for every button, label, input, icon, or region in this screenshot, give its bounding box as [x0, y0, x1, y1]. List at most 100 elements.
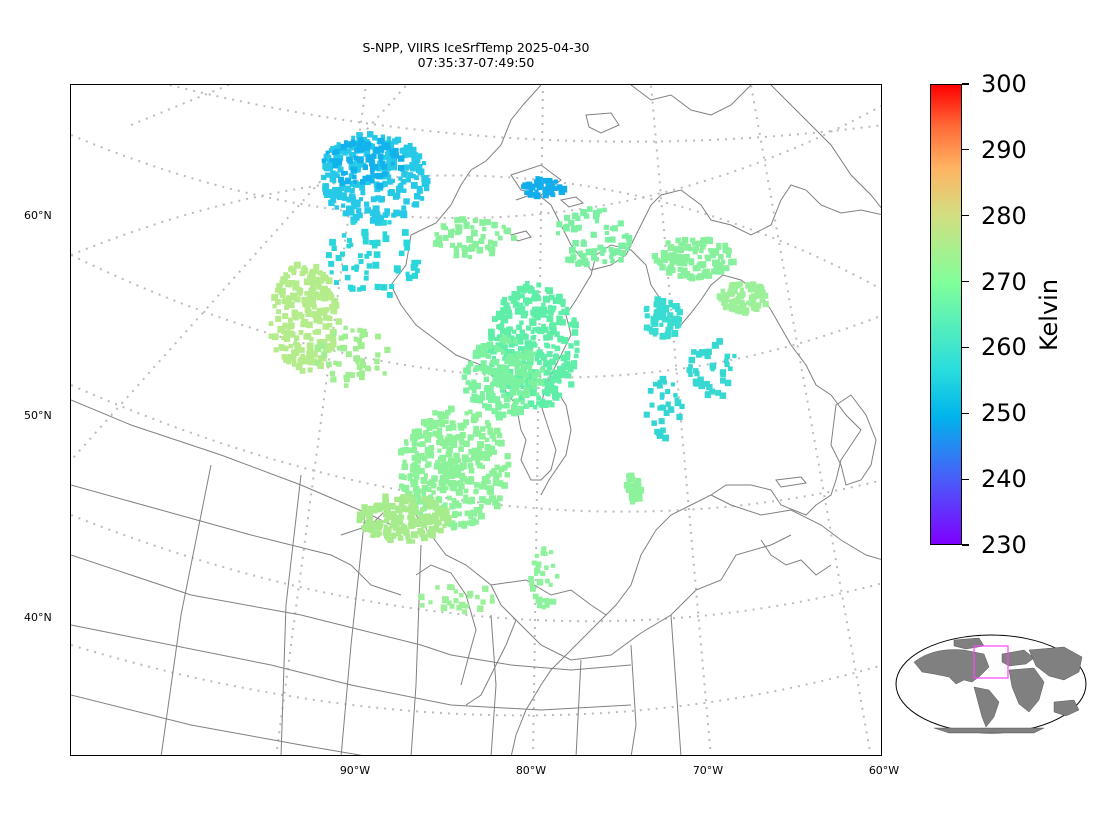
temperature-pixel [543, 360, 550, 368]
temperature-pixel [271, 293, 279, 301]
temperature-pixel [306, 321, 313, 329]
colorbar-unit-label: Kelvin [1035, 278, 1063, 352]
temperature-pixel [330, 170, 336, 176]
temperature-pixel [434, 514, 439, 520]
temperature-pixel [581, 239, 586, 244]
temperature-pixel [494, 348, 499, 353]
temperature-pixel [283, 345, 289, 352]
temperature-pixel [439, 421, 446, 428]
temperature-pixel [653, 301, 659, 308]
temperature-pixel [675, 253, 682, 261]
colorbar [930, 84, 962, 545]
temperature-pixel [531, 295, 538, 302]
temperature-pixel [409, 162, 416, 168]
temperature-pixel [306, 304, 311, 309]
temperature-pixel [514, 364, 520, 371]
temperature-pixel [476, 411, 482, 418]
temperature-pixel [478, 365, 484, 372]
temperature-pixel [590, 254, 597, 261]
temperature-pixel [389, 537, 394, 542]
temperature-pixel [556, 184, 563, 191]
temperature-pixel [516, 285, 523, 292]
temperature-pixel [461, 252, 468, 258]
temperature-pixel [500, 299, 507, 306]
temperature-pixel [342, 333, 348, 340]
temperature-pixel [677, 323, 682, 328]
temperature-pixel [283, 275, 289, 280]
temperature-pixel [735, 295, 741, 301]
temperature-pixel [486, 389, 493, 397]
temperature-pixel [459, 431, 466, 438]
temperature-pixel [669, 303, 674, 308]
temperature-pixel [462, 498, 468, 504]
temperature-pixel [511, 329, 517, 334]
temperature-pixel [442, 477, 450, 485]
temperature-pixel [715, 389, 721, 396]
temperature-pixel [721, 299, 728, 306]
temperature-pixel [543, 295, 550, 303]
temperature-pixel [335, 158, 343, 166]
temperature-pixel [503, 332, 508, 337]
temperature-pixel [281, 330, 286, 335]
temperature-pixel [411, 454, 418, 461]
temperature-pixel [391, 212, 397, 218]
temperature-pixel [519, 329, 525, 335]
meridian-70 [650, 85, 712, 755]
temperature-pixel [517, 302, 524, 309]
temperature-pixel [505, 326, 511, 332]
temperature-pixel [276, 309, 281, 315]
temperature-pixel [393, 209, 400, 216]
temperature-pixel [680, 259, 688, 267]
temperature-pixel [318, 342, 326, 349]
temperature-pixel [467, 254, 472, 260]
temperature-pixel [441, 504, 448, 511]
temperature-pixel [564, 214, 571, 221]
temperature-pixel [569, 247, 576, 254]
temperature-pixel [359, 184, 366, 191]
temperature-pixel [660, 253, 668, 261]
temperature-pixel [633, 483, 638, 488]
temperature-pixel [292, 341, 297, 346]
temperature-pixel [337, 193, 344, 201]
temperature-pixel [384, 346, 391, 353]
temperature-pixel [361, 142, 368, 148]
temperature-pixel [470, 509, 478, 517]
title-line-2: 07:35:37-07:49:50 [417, 55, 535, 70]
colorbar-tick-label: 240 [981, 465, 1027, 494]
temperature-pixel [545, 386, 552, 393]
temperature-pixel [407, 476, 413, 481]
temperature-pixel [385, 526, 392, 533]
temperature-pixel [670, 254, 676, 261]
temperature-pixel [497, 439, 505, 447]
temperature-pixel [402, 447, 409, 454]
temperature-pixel [445, 409, 451, 416]
temperature-pixel [473, 449, 479, 455]
temperature-pixel [485, 244, 491, 250]
temperature-pixel [524, 403, 530, 409]
temperature-pixel [668, 320, 673, 326]
temperature-pixel [704, 352, 711, 360]
temperature-pixel [643, 411, 650, 418]
temperature-pixel [385, 151, 391, 158]
temperature-pixel [547, 188, 555, 195]
temperature-pixel [762, 300, 769, 308]
temperature-pixel [358, 259, 364, 264]
temperature-pixel [600, 246, 607, 253]
temperature-pixel [591, 248, 597, 254]
temperature-pixel [540, 550, 546, 556]
temperature-pixel [369, 210, 376, 216]
temperature-pixel [409, 472, 415, 478]
temperature-pixel [527, 400, 535, 408]
temperature-pixel [669, 267, 676, 274]
temperature-pixel [376, 524, 382, 531]
temperature-pixel [463, 494, 469, 500]
temperature-pixel [632, 497, 638, 502]
temperature-pixel [688, 259, 693, 264]
temperature-pixel [300, 320, 307, 328]
temperature-pixel [329, 238, 336, 246]
temperature-pixel [364, 201, 370, 207]
temperature-pixel [572, 330, 578, 336]
temperature-pixel [664, 254, 672, 261]
temperature-pixel [473, 367, 478, 372]
temperature-pixel [442, 235, 449, 241]
